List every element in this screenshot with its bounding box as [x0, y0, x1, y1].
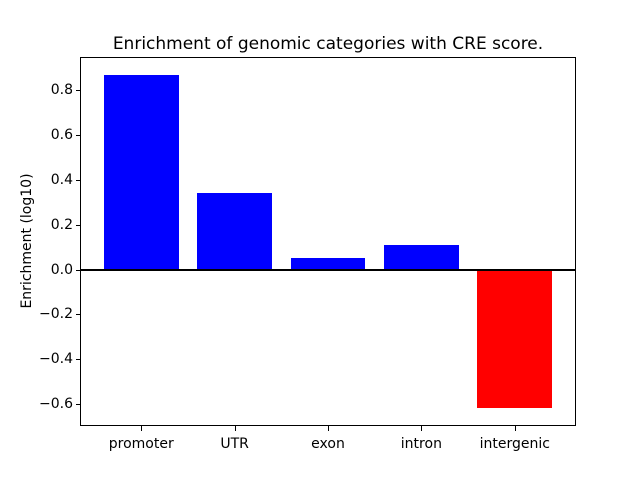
y-tick-label-−0.4: −0.4	[39, 351, 73, 368]
y-tick-label-0.4: 0.4	[50, 172, 73, 189]
y-tick-label-0.2: 0.2	[50, 216, 73, 233]
x-tick-label-UTR: UTR	[220, 436, 249, 452]
bar-intergenic	[477, 269, 553, 409]
x-tick-exon	[328, 426, 329, 431]
y-tick-0.4	[76, 180, 81, 182]
y-tick-label-0.8: 0.8	[50, 82, 73, 99]
y-tick-0.8	[76, 90, 81, 92]
y-tick-−0.6	[76, 403, 81, 405]
y-tick-label-−0.6: −0.6	[39, 395, 73, 412]
x-tick-intron	[421, 426, 423, 431]
x-tick-label-exon: exon	[311, 436, 345, 452]
y-tick-label-0.0: 0.0	[50, 261, 73, 278]
zero-line	[81, 268, 575, 271]
bar-UTR	[197, 193, 272, 270]
axes: promoter UTR exon intron intergenic 0.8 0.6 0.4…	[39, 57, 576, 451]
x-tick-label-intergenic: intergenic	[479, 436, 550, 452]
y-tick-label-−0.2: −0.2	[39, 306, 73, 323]
x-tick-intergenic	[514, 426, 516, 431]
bar-promoter	[103, 74, 179, 270]
x-tick-label-promoter: promoter	[108, 436, 174, 452]
x-tick-label-intron: intron	[400, 436, 442, 452]
bar-exon	[290, 258, 366, 270]
y-tick-0.6	[76, 135, 81, 137]
x-tick-UTR	[234, 426, 236, 431]
y-tick-−0.2	[76, 314, 81, 316]
y-tick-label-0.6: 0.6	[50, 127, 73, 144]
y-tick-0.2	[76, 224, 81, 226]
y-tick-−0.4	[76, 359, 81, 361]
chart-title: Enrichment of genomic categories with CR…	[112, 34, 544, 54]
x-tick-promoter	[141, 426, 143, 431]
y-axis-label: Enrichment (log10)	[19, 173, 35, 309]
bar-intron	[384, 244, 459, 270]
y-tick-0.0	[76, 269, 81, 271]
